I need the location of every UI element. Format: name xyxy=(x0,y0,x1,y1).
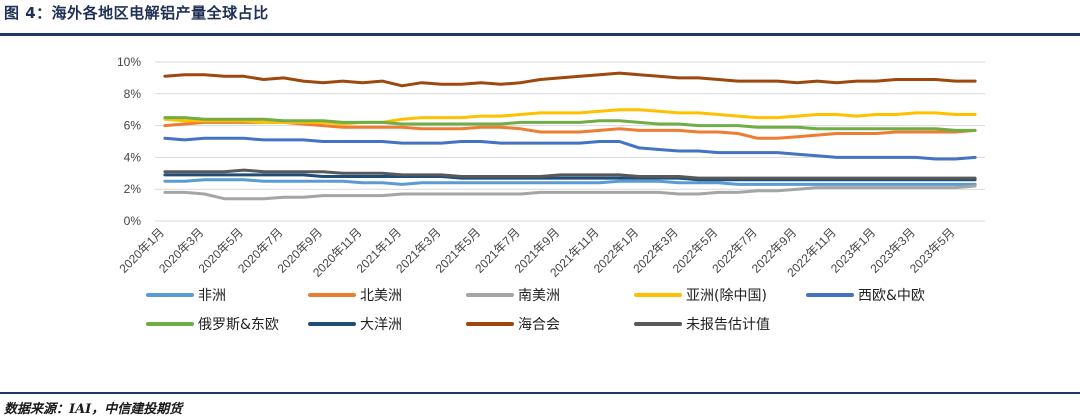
series-line xyxy=(163,116,977,132)
series-group xyxy=(163,173,977,182)
series-group xyxy=(163,71,977,88)
legend-label: 未报告估计值 xyxy=(686,317,770,333)
series-group xyxy=(163,116,977,132)
legend-item: 俄罗斯&东欧 xyxy=(146,317,279,333)
series-group xyxy=(163,178,977,186)
legend-label: 北美洲 xyxy=(360,288,402,304)
legend-item: 非洲 xyxy=(146,288,226,304)
series-line xyxy=(163,173,977,182)
legend-label: 大洋洲 xyxy=(360,317,402,333)
source-note: 数据来源：IAI，中信建投期货 xyxy=(4,402,183,417)
y-tick-label: 10% xyxy=(117,55,141,69)
series-group xyxy=(163,108,977,126)
legend-item: 未报告估计值 xyxy=(634,317,770,333)
series-line xyxy=(163,178,977,186)
legend-item: 西欧&中欧 xyxy=(806,288,925,304)
y-tick-label: 4% xyxy=(124,150,142,164)
y-tick-label: 8% xyxy=(124,87,142,101)
legend-label: 俄罗斯&东欧 xyxy=(198,317,279,333)
title-rule xyxy=(0,33,1080,36)
legend-item: 北美洲 xyxy=(308,288,402,304)
line-chart: 0% 2% 4% 6% 8% 10% 2020年1月2020年3月2020年5月2020年… xyxy=(117,55,985,333)
series-line xyxy=(163,120,977,140)
legend-item: 海合会 xyxy=(466,317,560,333)
series-group xyxy=(163,184,977,201)
legend-label: 海合会 xyxy=(518,317,560,333)
y-tick-label: 0% xyxy=(124,214,142,228)
figure-title: 图 4：海外各地区电解铝产量全球占比 xyxy=(4,4,269,22)
series-group xyxy=(163,168,977,180)
legend-item: 大洋洲 xyxy=(308,317,402,333)
x-axis-ticks: 2020年1月2020年3月2020年5月2020年7月2020年9月2020年… xyxy=(117,225,958,280)
series-group xyxy=(163,120,977,140)
series-line xyxy=(163,184,977,201)
series-line xyxy=(163,136,977,161)
series-line xyxy=(163,71,977,88)
legend-label: 非洲 xyxy=(198,288,226,304)
legend-label: 西欧&中欧 xyxy=(858,288,925,304)
series-lines xyxy=(163,71,977,201)
y-tick-label: 6% xyxy=(124,119,142,133)
source-rule xyxy=(0,392,1080,394)
legend-item: 亚洲(除中国) xyxy=(634,288,767,304)
legend-label: 南美洲 xyxy=(518,288,560,304)
series-group xyxy=(163,136,977,161)
legend-item: 南美洲 xyxy=(466,288,560,304)
series-line xyxy=(163,108,977,126)
y-axis-ticks: 0% 2% 4% 6% 8% 10% xyxy=(117,55,141,228)
y-tick-label: 2% xyxy=(124,182,142,196)
legend-label: 亚洲(除中国) xyxy=(686,288,767,304)
series-line xyxy=(163,168,977,180)
